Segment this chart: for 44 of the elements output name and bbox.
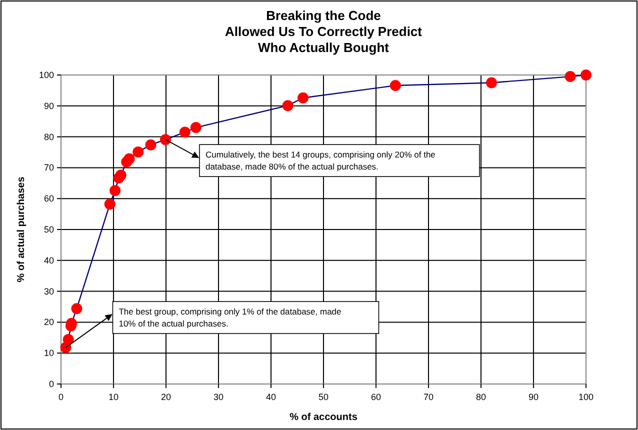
annotation: Cumulatively, the best 14 groups, comprising only 20% of the database, made 80% of the actual purchases. [205,150,436,172]
chart-title: Breaking the Code Allowed Us To Correctly Predict Who Actually Bought [225,8,423,55]
point [298,92,309,104]
x-tick-label: 50 [318,392,329,402]
point [282,100,294,112]
x-tick-label: 100 [578,392,594,402]
y-tick-label: 90 [44,100,54,111]
x-tick-label: 90 [528,392,539,402]
y-tick-label: 50 [44,224,54,234]
point [132,146,144,158]
x-axis-title: % of accounts [290,412,358,423]
x-tick-label: 40 [266,392,276,402]
point [104,198,116,210]
x-tick-label: 80 [476,392,486,402]
y-tick-label: 40 [44,255,54,266]
x-tick-label: 70 [423,392,434,402]
x-tick-label: 30 [213,392,224,402]
y-tick-label: 60 [44,194,54,204]
point [62,334,74,346]
point [486,77,497,88]
point [71,303,82,314]
annotation: The best group, comprising only 1% of the database, made 10% of the actual purchases. [118,306,342,329]
x-tick-label: 60 [370,392,382,402]
point [190,122,202,134]
y-axis-title: % of actual purchases [16,176,27,282]
y-tick-label: 100 [38,70,54,80]
y-tick-label: 0 [48,379,54,389]
x-tick-label: 0 [58,392,64,402]
point [145,139,156,150]
point [115,170,126,181]
x-tick-label: 10 [108,392,119,402]
point [564,71,576,82]
y-tick-label: 20 [44,317,54,328]
point [390,80,401,92]
point [179,126,190,138]
point [580,70,592,80]
x-tick-label: 20 [160,392,172,402]
y-tick-label: 10 [44,348,54,358]
y-tick-label: 30 [44,286,54,296]
y-tick-label: 80 [44,132,54,142]
point [124,153,135,164]
point [160,134,171,146]
point [110,185,121,196]
y-tick-label: 70 [44,162,54,173]
